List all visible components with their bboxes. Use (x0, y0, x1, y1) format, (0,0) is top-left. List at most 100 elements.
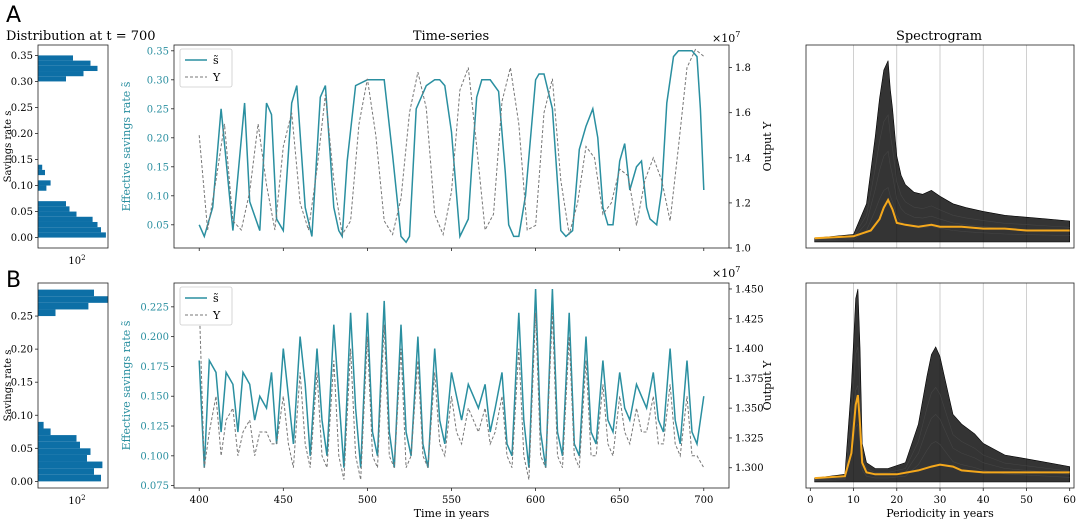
hist-bar (38, 221, 98, 228)
y-tick-label: 0.125 (140, 422, 169, 433)
x-tick-base: 10 (68, 496, 81, 507)
x-tick-label: 550 (442, 495, 461, 506)
y-tick-label: 0.00 (11, 233, 33, 244)
x-tick-label: 600 (526, 495, 545, 506)
hist-bar (38, 169, 45, 176)
hist-bar (38, 216, 93, 222)
y2-tick-label: 1.8 (735, 63, 751, 74)
savings-rate-line (198, 50, 705, 244)
axes-frame (173, 44, 730, 249)
y-tick-label: 0.10 (11, 181, 33, 192)
y-tick-label: 0.225 (140, 302, 169, 313)
y2-tick-label: 1.6 (735, 108, 751, 119)
hist-bar (38, 309, 56, 317)
hist-bar (38, 448, 91, 455)
hist-bar (38, 461, 103, 469)
y-tick-label: 0.15 (11, 155, 33, 166)
hist-bar (38, 71, 84, 77)
panel-a-timeseries: 0.05 0.10 0.15 0.20 0.25 0.30 0.35 1.0 1.2 1.4 1.6… (120, 44, 774, 255)
axes-frame (805, 44, 1075, 249)
hist-bar (38, 435, 77, 442)
y-tick-label: 0.35 (11, 51, 33, 62)
y2-tick-label: 1.2 (735, 198, 751, 209)
exponent-base-b: ×10 (712, 267, 735, 280)
hist-bar (38, 454, 87, 462)
y-tick-label: 0.15 (11, 378, 33, 389)
panel-b-timeseries: 400 450 500 550 600 650 700 Time in years 0.075 0… (120, 282, 774, 519)
y-tick-label: 0.20 (147, 133, 169, 144)
exponent-base-a: ×10 (712, 32, 735, 45)
x-tick-label: 500 (358, 495, 377, 506)
panel-label-b: B (6, 268, 21, 293)
y-tick-label: 0.200 (140, 332, 169, 343)
y-tick-label: 0.35 (147, 46, 169, 57)
exponent-label-a: ×107 (712, 30, 740, 45)
x-tick-label: 650 (610, 495, 629, 506)
y-tick-label: 0.25 (147, 104, 169, 115)
y-tick-label: 0.05 (147, 220, 169, 231)
exponent-power-a: 7 (735, 30, 740, 39)
exponent-power-b: 7 (735, 265, 740, 274)
y-axis-label: Effective savings rate s̃ (120, 81, 133, 211)
panel-a-histogram: 0.00 0.05 0.10 0.15 0.20 0.25 0.30 0.35 102 Savin… (3, 44, 109, 267)
y2-tick-label: 1.400 (735, 344, 764, 355)
y-tick-label: 0.075 (140, 481, 169, 492)
hist-title-text: Distribution at t = 700 (6, 29, 156, 44)
y2-axis-label: Output Y (761, 360, 774, 411)
y-tick-label: 0.05 (11, 207, 33, 218)
hist-bar (38, 474, 101, 482)
axes-frame (37, 282, 109, 489)
y2-tick-label: 1.0 (735, 244, 751, 255)
hist-bar (38, 206, 70, 212)
mean-spectrum-line (814, 197, 1070, 240)
y-tick-label: 0.10 (11, 411, 33, 422)
y-tick-label: 0.20 (11, 345, 33, 356)
legend-label: s̃ (213, 292, 219, 305)
hist-bar (38, 180, 51, 186)
y-tick-label: 0.25 (11, 103, 33, 114)
hist-bar (38, 211, 77, 217)
savings-rate-line (198, 288, 705, 468)
exponent-label-b: ×107 (712, 265, 740, 280)
panel-a-spectrogram (805, 44, 1075, 249)
panel-b-histogram: 0.00 0.05 0.10 0.15 0.20 0.25 102 Savings rate … (3, 282, 109, 507)
y-axis-label: Savings rate s (3, 350, 14, 422)
legend: s̃ Y (179, 48, 233, 88)
legend-label: Y (212, 309, 221, 322)
y-tick-label: 0.05 (11, 444, 33, 455)
panel-label-a: A (6, 3, 21, 28)
hist-bar (38, 201, 66, 207)
x-tick-label: 20 (890, 495, 903, 506)
y-tick-label: 0.10 (147, 191, 169, 202)
y2-tick-label: 1.4 (735, 153, 751, 164)
spectrum-envelope (814, 60, 1071, 243)
x-tick-label: 40 (977, 495, 990, 506)
y-tick-label: 0.30 (147, 75, 169, 86)
y-tick-label: 0.175 (140, 362, 169, 373)
output-y-line (198, 48, 705, 237)
hist-bar (38, 296, 108, 303)
x-tick-base: 10 (68, 256, 81, 267)
spectrum-trace (814, 423, 1070, 482)
y2-tick-label: 1.300 (735, 463, 764, 474)
y2-tick-label: 1.450 (735, 284, 764, 295)
y-axis-label: Effective savings rate s̃ (120, 320, 133, 450)
y-axis-label: Savings rate s (3, 111, 14, 183)
axes-frame (37, 44, 109, 249)
x-tick-power: 2 (81, 254, 85, 262)
legend-label: Y (212, 71, 221, 84)
spectrum-trace (814, 114, 1070, 240)
hist-bar (38, 289, 94, 297)
hist-bar (38, 76, 66, 82)
hist-bar (38, 60, 91, 66)
y-tick-label: 0.100 (140, 451, 169, 462)
hist-bar (38, 185, 47, 191)
x-tick-label: 450 (274, 495, 293, 506)
y2-axis-label: Output Y (761, 121, 774, 172)
x-tick-label: 400 (190, 495, 209, 506)
legend-box (179, 48, 233, 88)
y-tick-label: 0.00 (11, 477, 33, 488)
x-tick-label: 10 (847, 495, 860, 506)
panel-b-spectrogram: 0 10 20 30 40 50 60 Periodicity in years (805, 282, 1076, 519)
